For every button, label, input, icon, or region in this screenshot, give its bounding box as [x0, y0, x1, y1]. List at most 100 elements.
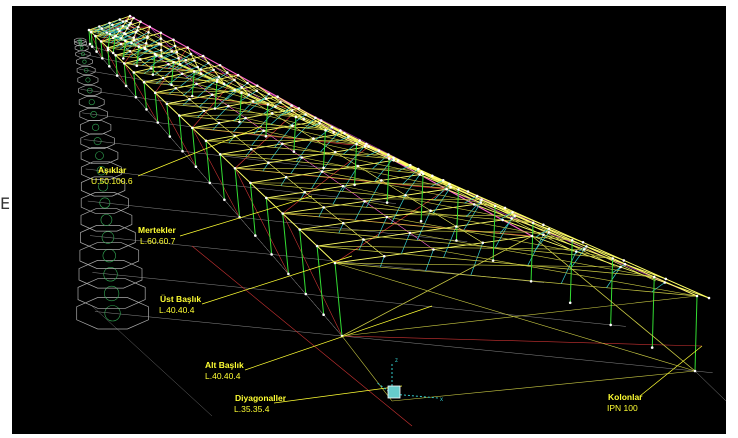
label-section: L.40.40.4 [159, 305, 195, 315]
node [178, 63, 182, 66]
node [193, 59, 196, 62]
roof-brace [234, 108, 300, 169]
node [493, 204, 497, 208]
node [233, 78, 236, 82]
web-strut [245, 148, 252, 157]
node [213, 107, 217, 110]
node [124, 84, 128, 88]
purlin [211, 94, 229, 107]
node [367, 145, 370, 148]
node [217, 121, 221, 125]
node [218, 64, 222, 67]
node [290, 104, 293, 107]
node [291, 124, 294, 127]
node [330, 125, 334, 129]
node [120, 37, 123, 40]
node [199, 72, 203, 75]
node [322, 166, 325, 170]
label-leader [201, 255, 353, 305]
node [118, 18, 122, 21]
footprint-marker [85, 77, 91, 83]
column [122, 40, 126, 59]
node [481, 241, 485, 245]
top-chord [205, 140, 221, 155]
column [143, 82, 147, 110]
node [238, 120, 241, 124]
node [136, 29, 139, 32]
node [501, 218, 505, 222]
node [333, 261, 337, 265]
node [201, 54, 205, 58]
top-chord [234, 167, 251, 184]
label-name: Alt Başlık [205, 360, 244, 370]
node [583, 248, 586, 251]
node [339, 129, 342, 132]
node [279, 101, 282, 104]
structure-viewport[interactable]: x z Aşıklar U.50.100.6 Mertekler L.60.60… [12, 6, 726, 434]
node [623, 262, 627, 266]
label-leader [273, 385, 403, 404]
purlin [162, 77, 177, 89]
node [130, 41, 133, 45]
column [265, 104, 269, 137]
node [267, 92, 271, 96]
node [421, 172, 425, 176]
node [479, 201, 483, 204]
node [144, 42, 148, 45]
purlin [292, 125, 314, 139]
top-chord [265, 197, 284, 214]
footprint-marker [78, 38, 82, 43]
diagonal [341, 335, 393, 402]
column [299, 229, 307, 295]
node [503, 206, 507, 210]
web-strut [253, 98, 267, 104]
top-chord [316, 245, 336, 264]
purlin [363, 239, 385, 257]
top-chord [143, 81, 156, 94]
node [377, 149, 381, 152]
node [448, 182, 451, 186]
grid-line [91, 305, 213, 417]
top-chord [178, 115, 193, 129]
node [217, 75, 221, 79]
web-strut [430, 179, 444, 188]
diagonal [88, 25, 124, 31]
diagonal [250, 182, 450, 185]
diagonal [317, 245, 585, 250]
footprint-marker [81, 52, 85, 56]
purlin [301, 157, 323, 172]
node [542, 223, 545, 227]
purlin [446, 188, 475, 205]
label-leader [179, 195, 313, 237]
label-name: Diyagonaller [235, 393, 287, 403]
node [270, 112, 274, 115]
column [334, 262, 343, 337]
node [223, 198, 226, 202]
purlin [173, 39, 188, 49]
web-strut [169, 88, 177, 95]
node [491, 259, 495, 262]
top-chord [282, 213, 300, 230]
web-strut [164, 59, 187, 77]
node [233, 88, 236, 92]
wall-brace [234, 168, 289, 275]
top-chord [95, 35, 102, 42]
node [315, 244, 319, 248]
top-chord [325, 129, 357, 145]
axis-gizmo-icon[interactable]: x z [375, 358, 443, 403]
node [294, 115, 298, 119]
node [663, 281, 667, 284]
node [547, 227, 551, 231]
grid-line [85, 168, 397, 204]
column [90, 32, 93, 47]
node [609, 323, 612, 327]
column [191, 71, 195, 97]
top-chord [275, 106, 304, 120]
column [205, 140, 211, 183]
bottom-chord [220, 153, 424, 175]
node [419, 219, 423, 223]
node [127, 24, 131, 27]
purlin [155, 55, 169, 65]
base-line [239, 217, 256, 236]
node [529, 280, 533, 283]
